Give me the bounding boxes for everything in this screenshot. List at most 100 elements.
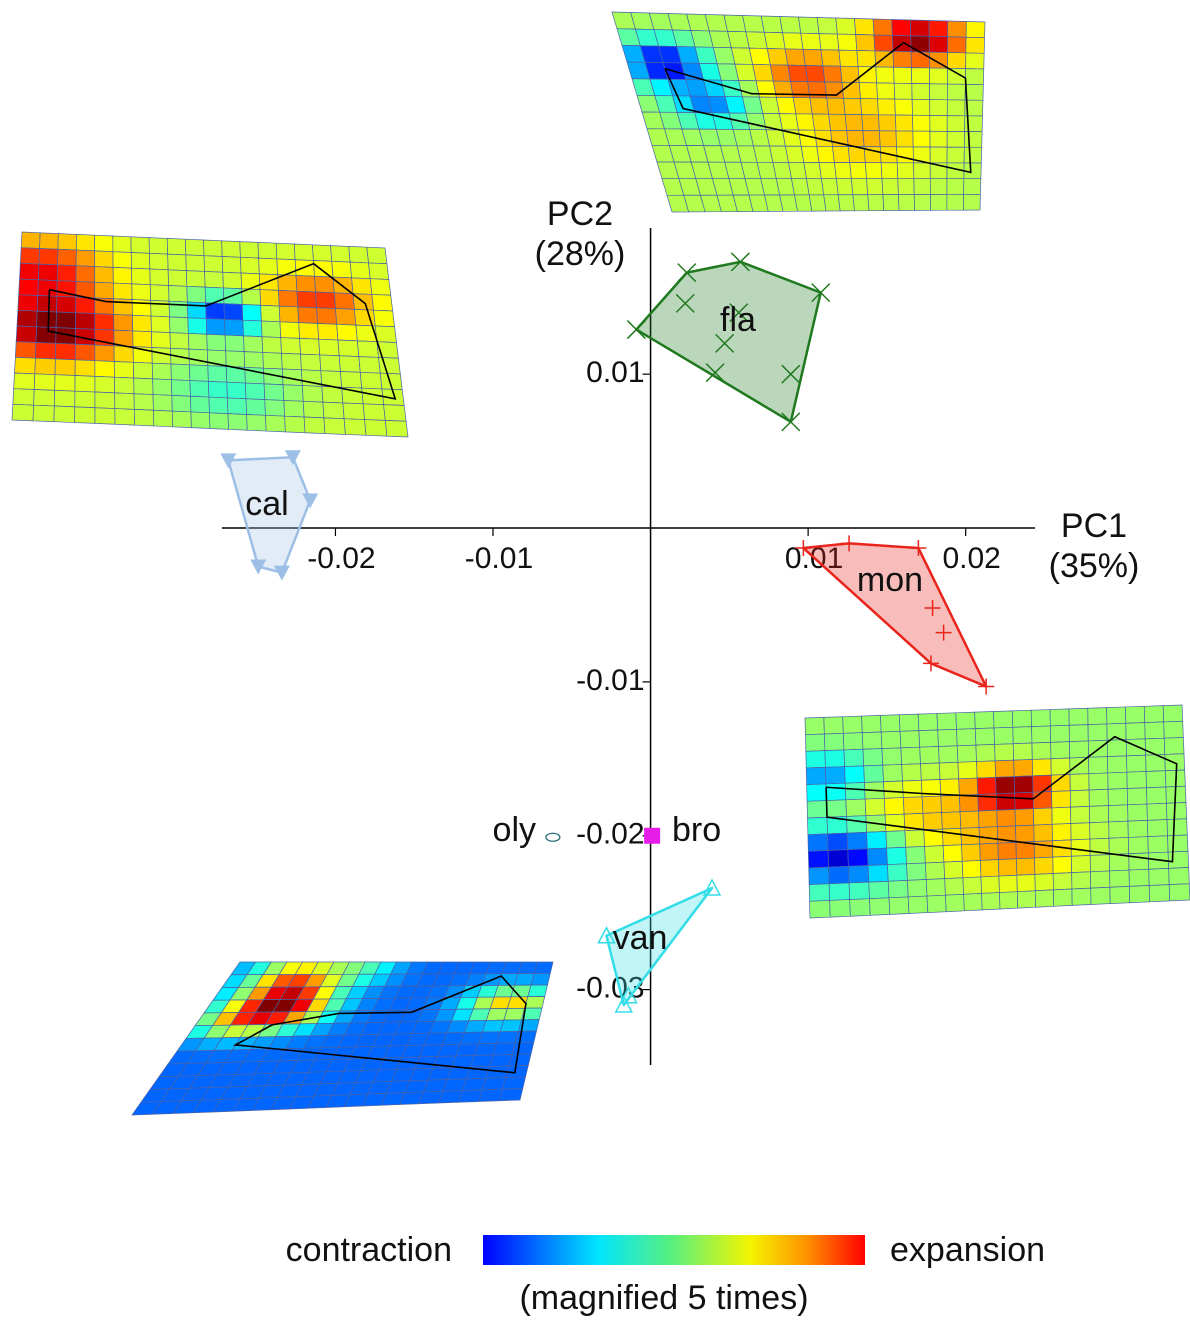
point: [675, 293, 695, 313]
grid-cell: [53, 405, 76, 423]
grid-cell: [821, 178, 839, 196]
grid-cell: [964, 84, 984, 101]
grid-cell: [190, 395, 210, 414]
grid-cell: [94, 281, 114, 300]
grid-cell: [36, 310, 57, 329]
point: [302, 493, 319, 509]
grid-cell: [56, 295, 77, 314]
grid-cell: [816, 145, 835, 163]
grid-cell: [1108, 804, 1129, 823]
grid-cell: [260, 304, 281, 323]
grid-cell: [1125, 722, 1146, 740]
grid-cell: [151, 347, 172, 365]
grid-cell: [1071, 871, 1092, 890]
grid-cell: [1031, 741, 1052, 760]
grid-cell: [798, 16, 820, 34]
grid-cell: [240, 256, 260, 275]
grid-cell: [152, 378, 173, 396]
point: [935, 624, 952, 641]
grid-cell: [998, 858, 1018, 877]
grid-cell: [963, 146, 983, 164]
grid-cell: [511, 1042, 535, 1055]
grid-cell: [378, 357, 401, 375]
grid-cell: [1014, 791, 1034, 810]
grid-cell: [152, 394, 173, 412]
grid-cell: [827, 832, 849, 851]
grid-cell: [929, 67, 948, 85]
grid-cell: [944, 877, 965, 896]
grid-cell: [877, 98, 896, 116]
grid-cell: [36, 295, 58, 313]
grid-cell: [947, 52, 967, 70]
grid-cell: [946, 83, 966, 101]
grid-cell: [864, 162, 883, 180]
grid-cell: [369, 278, 392, 296]
point: [729, 303, 749, 323]
group-label: cal: [245, 485, 288, 523]
grid-cell: [75, 312, 96, 330]
grid-cell: [904, 829, 925, 848]
grid-cell: [911, 67, 930, 85]
group-hull: [635, 260, 822, 424]
grid-cell: [782, 32, 804, 50]
grid-cell: [333, 292, 355, 310]
grid-cell: [1071, 855, 1091, 874]
grid-cell: [169, 332, 190, 350]
grid-cell: [227, 397, 247, 415]
grid-cell: [1146, 786, 1167, 805]
grid-cell: [906, 862, 927, 881]
grid-cell: [921, 795, 942, 814]
grid-cell: [149, 252, 169, 271]
grid-cell: [828, 882, 851, 901]
grid-cell: [317, 323, 339, 341]
grid-cell: [74, 390, 96, 409]
point: [250, 559, 267, 575]
grid-cell: [937, 728, 958, 747]
grid-cell: [223, 303, 244, 321]
grid-cell: [806, 800, 828, 819]
grid-cell: [897, 178, 915, 195]
grid-cell: [858, 82, 878, 100]
grid-cell: [1128, 852, 1150, 871]
grid-cell: [299, 338, 321, 356]
grid-cell: [866, 831, 888, 850]
grid-cell: [898, 713, 920, 732]
grid-cell: [809, 900, 831, 919]
y-axis-label: (28%): [535, 235, 626, 273]
grid-cell: [981, 892, 1001, 911]
grid-cell: [57, 248, 77, 267]
grid-cell: [1016, 873, 1036, 893]
grid-cell: [883, 797, 905, 816]
grid-cell: [150, 315, 171, 333]
grid-cell: [887, 880, 909, 899]
grid-cell: [278, 290, 299, 308]
grid-cell: [913, 162, 931, 180]
grid-cell: [186, 285, 207, 304]
grid-cell: [791, 178, 810, 196]
point: [619, 986, 638, 1004]
grid-cell: [911, 98, 931, 116]
grid-cell: [847, 848, 869, 867]
grid-cell: [866, 847, 888, 866]
grid-cell: [938, 745, 959, 764]
grid-cell: [171, 410, 192, 429]
grid-cell: [241, 304, 262, 322]
grid-cell: [359, 371, 383, 390]
grid-cell: [959, 810, 980, 829]
grid-cell: [284, 415, 306, 434]
grid-cell: [1107, 755, 1128, 774]
grid-cell: [861, 114, 880, 132]
grid-cell: [1167, 850, 1190, 869]
grid-cell: [1166, 818, 1188, 837]
grid-cell: [1034, 856, 1054, 875]
grid-cell: [993, 726, 1014, 745]
grid-cell: [998, 874, 1018, 893]
grid-cell: [898, 194, 915, 211]
y-tick-label: -0.03: [576, 972, 644, 1005]
grid-cell: [856, 50, 877, 68]
grid-cell: [208, 381, 228, 399]
grid-cell: [355, 324, 378, 343]
grid-cell: [1070, 822, 1091, 841]
grid-cell: [752, 64, 774, 82]
grid-cell: [912, 114, 931, 132]
